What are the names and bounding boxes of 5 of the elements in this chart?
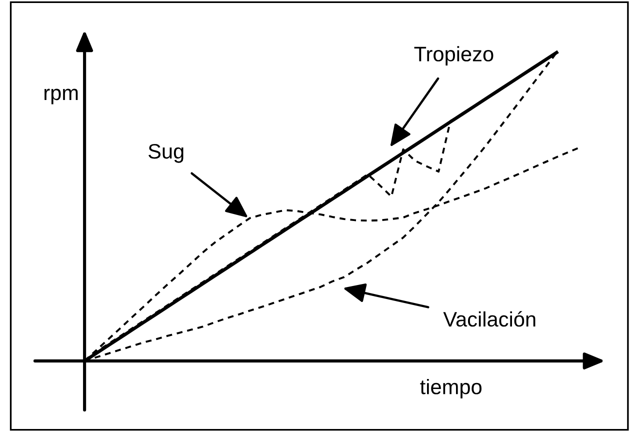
annotation: Vacilación bbox=[443, 311, 536, 327]
annotation: Sug bbox=[148, 144, 184, 163]
annotation: Tropiezo bbox=[414, 46, 494, 66]
x-axis-title: tiempo bbox=[420, 379, 482, 398]
y-axis-title: rpm bbox=[44, 88, 78, 104]
